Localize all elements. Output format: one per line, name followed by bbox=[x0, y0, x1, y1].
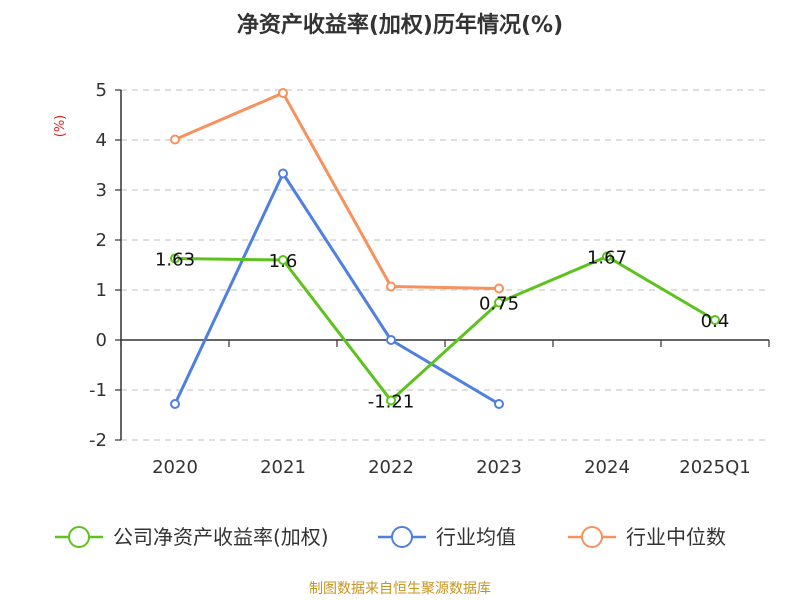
chart-title: 净资产收益率(加权)历年情况(%) bbox=[237, 12, 563, 38]
y-tick-label: -1 bbox=[89, 380, 107, 401]
y-tick-label: 1 bbox=[96, 280, 107, 301]
data-point bbox=[710, 315, 720, 325]
x-tick-label-2022: 2022 bbox=[368, 457, 414, 478]
data-point bbox=[170, 253, 180, 264]
data-point bbox=[170, 134, 180, 145]
data-point bbox=[278, 88, 288, 98]
series-line-2 bbox=[174, 91, 500, 290]
data-label: 1.6 bbox=[269, 251, 298, 272]
legend-marker-2 bbox=[581, 526, 603, 548]
series-line-1 bbox=[173, 172, 500, 406]
y-axis-unit-label: (%) bbox=[53, 115, 68, 138]
data-label: 0.75 bbox=[479, 294, 519, 315]
legend-label-2: 行业中位数 bbox=[626, 525, 726, 549]
y-tick-label: 4 bbox=[96, 130, 107, 151]
data-label: -1.21 bbox=[368, 392, 415, 413]
axes: -2 -1 0 1 2 3 4 5 2020 2021 2022 2023 2024 2025Q1 bbox=[89, 80, 770, 478]
legend: 公司净资产收益率(加权) 行业均值 行业中位数 bbox=[55, 525, 726, 549]
series-lines bbox=[170, 88, 720, 409]
gridlines bbox=[121, 89, 769, 441]
data-labels: 1.63 1.6 -1.21 0.75 1.67 0.4 bbox=[155, 248, 729, 413]
data-point bbox=[602, 251, 612, 262]
data-point bbox=[278, 168, 288, 179]
x-tick-label-2024: 2024 bbox=[584, 457, 630, 478]
data-label: 1.63 bbox=[155, 250, 195, 271]
y-tick-label: -2 bbox=[89, 430, 107, 451]
data-point bbox=[494, 297, 504, 308]
legend-label-1: 行业均值 bbox=[436, 525, 516, 549]
legend-marker-0 bbox=[68, 526, 90, 548]
y-tick-label: 2 bbox=[96, 230, 107, 251]
data-point bbox=[494, 399, 504, 409]
data-label: 1.67 bbox=[587, 248, 627, 269]
y-tick-label: 5 bbox=[96, 80, 107, 101]
series-line-0 bbox=[174, 255, 716, 402]
source-note: 制图数据来自恒生聚源数据库 bbox=[309, 581, 491, 597]
y-tick-label: 0 bbox=[96, 330, 107, 351]
data-point bbox=[386, 335, 396, 345]
x-tick-label-2021: 2021 bbox=[260, 457, 306, 478]
x-tick-label-2023: 2023 bbox=[476, 457, 522, 478]
data-point bbox=[386, 395, 396, 406]
x-tick-label-2020: 2020 bbox=[152, 457, 198, 478]
legend-label-0: 公司净资产收益率(加权) bbox=[113, 525, 329, 549]
data-point bbox=[386, 281, 396, 292]
legend-marker-1 bbox=[391, 526, 413, 548]
data-point bbox=[278, 255, 288, 265]
data-point bbox=[494, 283, 504, 294]
data-point bbox=[170, 399, 180, 409]
y-tick-label: 3 bbox=[96, 180, 107, 201]
x-tick-label-2025Q1: 2025Q1 bbox=[679, 457, 750, 478]
data-label: 0.4 bbox=[701, 311, 730, 332]
